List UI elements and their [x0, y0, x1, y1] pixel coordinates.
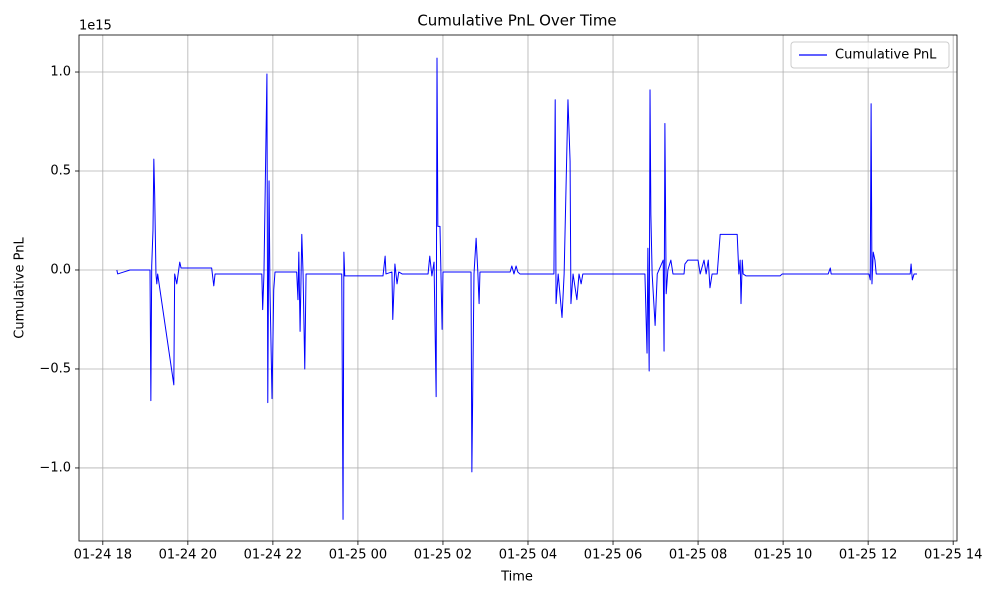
- x-tick-label: 01-25 10: [754, 548, 812, 563]
- y-tick-label: 0.0: [50, 262, 71, 277]
- legend: Cumulative PnL: [790, 41, 950, 69]
- plot: [116, 57, 918, 520]
- x-tick-label: 01-25 08: [669, 548, 727, 563]
- y-offset-label: 1e15: [79, 19, 112, 34]
- x-tick-label: 01-25 04: [499, 548, 557, 563]
- y-tick-label: −1.0: [39, 460, 71, 475]
- x-tick-label: 01-25 02: [414, 548, 472, 563]
- x-axis-label: Time: [500, 570, 533, 585]
- y-tick-label: 0.5: [50, 164, 71, 179]
- y-tick-label: 1.0: [50, 65, 71, 80]
- x-tick-label: 01-24 20: [159, 548, 217, 563]
- x-tick-label: 01-25 12: [839, 548, 897, 563]
- y-axis-label: Cumulative PnL: [13, 237, 28, 339]
- chart-title: Cumulative PnL Over Time: [417, 12, 616, 30]
- data-line: [116, 57, 918, 520]
- x-tick-label: 01-24 22: [244, 548, 302, 563]
- legend-box: [790, 41, 950, 69]
- x-tick-label: 01-24 18: [74, 548, 132, 563]
- y-tick-label: −0.5: [39, 361, 71, 376]
- grid: [79, 35, 957, 541]
- x-tick-label: 01-25 06: [584, 548, 642, 563]
- legend-label: Cumulative PnL: [835, 48, 937, 63]
- plot-frame: [78, 34, 958, 542]
- x-tick-label: 01-25 14: [924, 548, 982, 563]
- x-tick-label: 01-25 00: [329, 548, 387, 563]
